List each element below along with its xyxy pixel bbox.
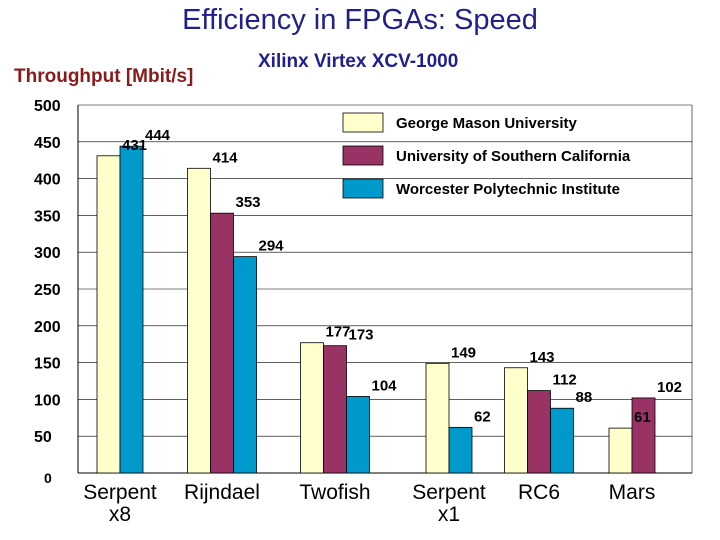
gridlines xyxy=(77,104,693,474)
bar-george-mason-university-5 xyxy=(608,427,633,474)
y-tick-label: 300 xyxy=(34,245,61,262)
category-label: Mars xyxy=(609,481,656,504)
legend-swatch xyxy=(342,145,384,166)
bar-worcester-polytechnic-institute-4 xyxy=(550,407,574,474)
bar-worcester-polytechnic-institute-0 xyxy=(119,145,144,474)
bar-university-of-southern-california-1 xyxy=(210,212,234,474)
legend-swatch xyxy=(342,178,384,199)
chart-subtitle: Xilinx Virtex XCV-1000 xyxy=(258,51,459,72)
data-label: 61 xyxy=(634,409,651,426)
bar-george-mason-university-3 xyxy=(425,362,450,474)
data-label: 173 xyxy=(349,327,374,344)
y-tick-label: 0 xyxy=(44,470,52,486)
data-label: 414 xyxy=(213,149,239,166)
category-label: Serpent xyxy=(83,481,157,504)
y-tick-label: 450 xyxy=(34,135,61,152)
bar-worcester-polytechnic-institute-2 xyxy=(346,396,370,474)
data-label: 88 xyxy=(576,389,593,406)
category-label: Twofish xyxy=(299,481,370,504)
legend-label: George Mason University xyxy=(396,115,578,132)
bar-worcester-polytechnic-institute-3 xyxy=(448,426,473,474)
bar-worcester-polytechnic-institute-1 xyxy=(233,256,257,474)
category-label: Serpent xyxy=(412,481,486,504)
data-label: 104 xyxy=(372,377,398,394)
y-tick-label: 50 xyxy=(34,429,52,446)
y-tick-label: 400 xyxy=(34,172,61,189)
bar-george-mason-university-0 xyxy=(96,155,121,474)
category-label: RC6 xyxy=(518,481,560,504)
data-label: 62 xyxy=(474,408,491,425)
category-label: x8 xyxy=(109,503,131,526)
category-label: x1 xyxy=(438,503,460,526)
bars xyxy=(96,145,656,474)
legend-label: Worcester Polytechnic Institute xyxy=(396,181,620,198)
y-axis-label: Throughput [Mbit/s] xyxy=(14,66,194,87)
y-tick-label: 150 xyxy=(34,356,61,373)
chart-title: Efficiency in FPGAs: Speed xyxy=(182,4,538,36)
data-label: 112 xyxy=(553,372,577,389)
bar-george-mason-university-4 xyxy=(504,367,528,474)
data-label: 444 xyxy=(145,127,171,144)
bar-university-of-southern-california-2 xyxy=(323,345,347,474)
y-tick-label: 250 xyxy=(34,282,61,299)
y-tick-label: 200 xyxy=(34,319,61,336)
legend: George Mason University University of Sou… xyxy=(342,112,631,199)
y-tick-label: 100 xyxy=(34,392,61,409)
legend-swatch xyxy=(342,112,384,133)
data-label: 102 xyxy=(657,379,682,396)
data-label: 149 xyxy=(451,344,476,361)
data-label: 294 xyxy=(259,238,285,255)
bar-george-mason-university-1 xyxy=(187,167,211,474)
data-label: 177 xyxy=(326,324,351,341)
bar-george-mason-university-2 xyxy=(300,342,324,474)
y-tick-labels: 0 50 100 150 200 250 300 350 400 450 500 xyxy=(34,98,61,486)
bar-university-of-southern-california-5 xyxy=(631,397,656,474)
bar-university-of-southern-california-4 xyxy=(527,390,551,474)
data-label: 431 xyxy=(122,137,147,154)
y-tick-label: 350 xyxy=(34,208,61,225)
legend-label: University of Southern California xyxy=(396,148,631,165)
data-label: 353 xyxy=(236,194,261,211)
data-label: 143 xyxy=(530,349,555,366)
category-label: Rijndael xyxy=(184,481,260,504)
y-tick-label: 500 xyxy=(34,98,61,115)
